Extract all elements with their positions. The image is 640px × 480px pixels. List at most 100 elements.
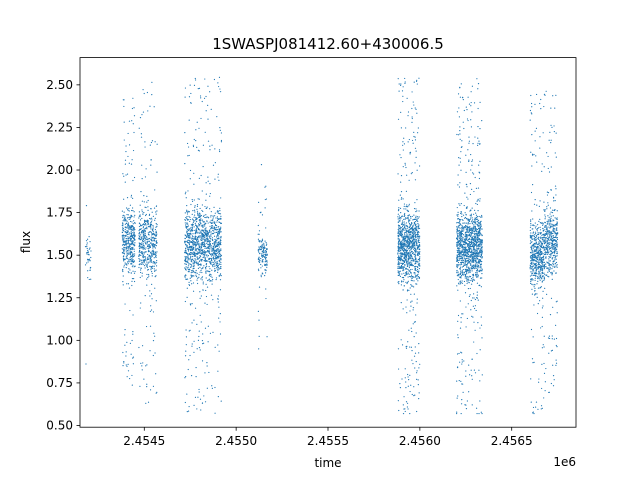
data-point — [218, 250, 221, 253]
data-point — [215, 278, 217, 281]
data-point — [418, 241, 421, 244]
data-point — [458, 203, 460, 205]
data-point — [214, 148, 216, 150]
data-point — [204, 223, 206, 225]
data-point — [400, 174, 403, 177]
data-point — [397, 348, 400, 350]
data-point — [463, 253, 465, 255]
data-point — [470, 268, 472, 270]
data-point — [143, 264, 146, 267]
data-point — [469, 264, 472, 266]
data-point — [123, 248, 125, 250]
data-point — [188, 243, 191, 246]
data-point — [477, 227, 480, 230]
data-point — [416, 216, 419, 218]
data-point — [129, 233, 131, 235]
data-point — [133, 227, 136, 229]
data-point — [204, 243, 206, 245]
data-point — [138, 257, 140, 260]
data-point — [86, 258, 89, 261]
data-point — [478, 234, 481, 236]
data-point — [208, 371, 210, 374]
data-point — [479, 172, 481, 174]
data-point — [264, 207, 266, 209]
data-point — [217, 242, 219, 244]
data-point — [154, 263, 156, 265]
data-point — [212, 264, 214, 267]
data-point — [480, 223, 482, 225]
data-point — [148, 261, 150, 263]
data-point — [477, 225, 479, 227]
data-point — [399, 154, 401, 156]
data-point — [398, 409, 400, 412]
data-point — [479, 198, 481, 200]
data-point — [200, 278, 202, 280]
data-point — [143, 235, 146, 237]
data-point — [138, 232, 140, 235]
data-point — [457, 278, 459, 281]
data-point — [416, 169, 418, 171]
data-point — [189, 216, 191, 219]
data-point — [466, 231, 468, 233]
data-point — [466, 243, 468, 245]
data-point — [198, 391, 200, 393]
data-point — [459, 247, 461, 249]
data-point — [151, 94, 153, 96]
data-point — [477, 266, 479, 268]
data-point — [197, 258, 200, 260]
data-point — [202, 221, 205, 223]
data-point — [461, 352, 463, 354]
data-point — [201, 239, 203, 242]
data-point — [204, 302, 206, 304]
data-point — [152, 385, 155, 387]
data-point — [410, 255, 412, 257]
data-point — [417, 226, 419, 228]
data-point — [154, 352, 156, 354]
data-point — [478, 269, 480, 272]
data-point — [407, 376, 409, 378]
data-point — [147, 221, 149, 223]
data-point — [210, 255, 213, 257]
data-point — [456, 272, 458, 274]
data-point — [143, 256, 145, 258]
data-point — [458, 229, 461, 231]
data-point — [211, 260, 213, 262]
data-point — [408, 138, 410, 141]
data-point — [260, 276, 262, 278]
data-point — [142, 234, 144, 236]
data-point — [407, 214, 409, 217]
data-point — [186, 296, 188, 298]
data-point — [467, 229, 469, 231]
data-point — [457, 93, 460, 95]
data-point — [466, 266, 468, 269]
data-point — [419, 251, 421, 253]
data-point — [87, 277, 89, 279]
data-point — [474, 298, 476, 301]
data-point — [407, 218, 409, 220]
data-point — [184, 96, 186, 98]
data-point — [207, 217, 210, 219]
data-point — [149, 389, 152, 391]
data-point — [155, 256, 157, 258]
data-point — [199, 260, 201, 262]
data-point — [467, 235, 469, 237]
data-point — [142, 246, 144, 248]
data-point — [210, 238, 212, 240]
data-point — [457, 334, 459, 336]
data-point — [465, 217, 468, 220]
data-point — [265, 244, 267, 246]
data-point — [406, 312, 408, 314]
data-point — [466, 218, 468, 220]
data-point — [199, 256, 201, 258]
data-point — [459, 273, 461, 275]
data-point — [408, 221, 410, 223]
data-point — [460, 231, 462, 234]
data-point — [149, 325, 152, 327]
data-point — [85, 240, 88, 242]
data-point — [220, 263, 222, 265]
data-point — [414, 352, 417, 354]
data-point — [202, 235, 204, 238]
data-point — [475, 233, 478, 235]
data-point — [404, 218, 406, 220]
data-point — [416, 219, 418, 222]
